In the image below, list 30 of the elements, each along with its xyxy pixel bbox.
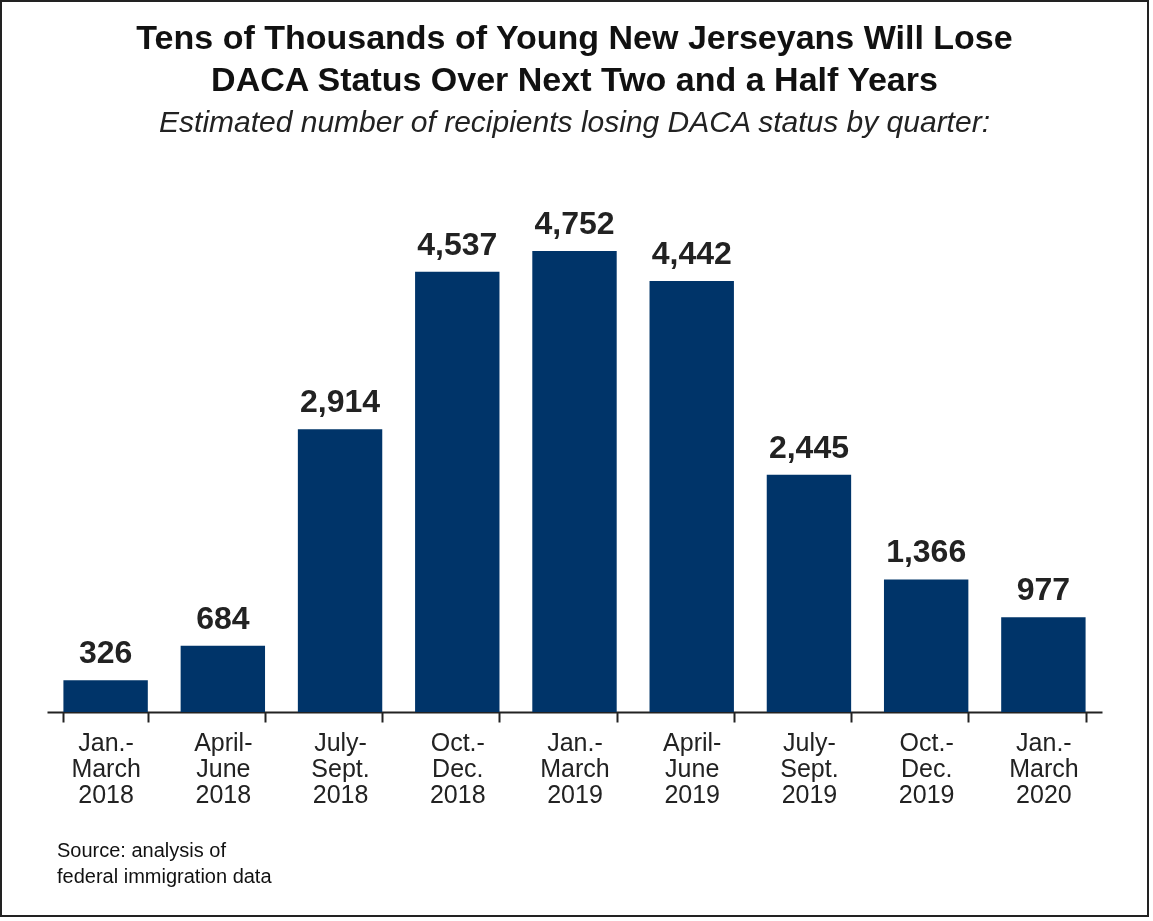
data-label: 684 bbox=[196, 599, 250, 636]
x-tick-label: Jan.- March 2019 bbox=[540, 727, 610, 808]
bar bbox=[649, 281, 734, 712]
x-tick-label: April- June 2019 bbox=[663, 727, 722, 808]
x-tick-label: Oct.- Dec. 2019 bbox=[898, 727, 955, 808]
bar bbox=[297, 429, 383, 712]
x-tick-label: April- June 2018 bbox=[194, 727, 253, 808]
chart-subtitle: Estimated number of recipients losing DACA status by quarter: bbox=[159, 105, 990, 138]
bar bbox=[415, 271, 500, 712]
data-label: 1,366 bbox=[886, 533, 967, 570]
data-label: 2,914 bbox=[300, 383, 381, 420]
data-label: 977 bbox=[1016, 571, 1071, 608]
source-note: Source: analysis of federal immigration data bbox=[57, 838, 272, 889]
bar bbox=[532, 251, 617, 712]
data-label: 326 bbox=[78, 634, 133, 671]
chart-title: Tens of Thousands of Young New Jerseyans Will Lose DACA Status Over Next Two and a Half Years bbox=[136, 18, 1013, 98]
bar bbox=[883, 579, 969, 712]
x-tick-label: Oct.- Dec. 2018 bbox=[429, 727, 486, 808]
data-label: 4,752 bbox=[534, 205, 615, 241]
x-tick-label: Jan.- March 2020 bbox=[1009, 727, 1079, 808]
data-label: 2,445 bbox=[768, 428, 849, 465]
data-label: 4,537 bbox=[417, 225, 498, 262]
x-tick-label: July- Sept. 2019 bbox=[780, 727, 839, 808]
bar bbox=[766, 474, 852, 712]
bar bbox=[1001, 617, 1086, 712]
bar bbox=[180, 645, 266, 712]
data-label: 4,442 bbox=[651, 235, 732, 272]
x-tick-label: July- Sept. 2018 bbox=[311, 727, 370, 808]
bar bbox=[63, 680, 148, 712]
x-tick-label: Jan.- March 2018 bbox=[71, 727, 141, 808]
